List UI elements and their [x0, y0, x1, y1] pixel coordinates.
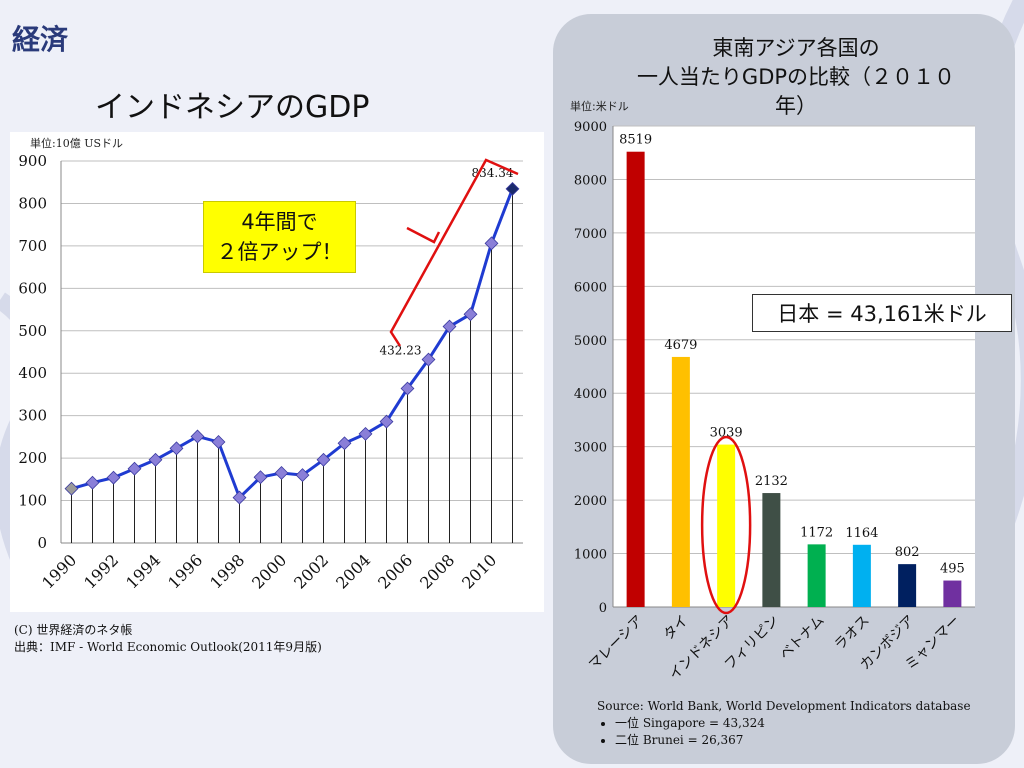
bar-value-label: 495 — [940, 562, 965, 577]
callout-line-2: ２倍アップ！ — [216, 240, 343, 264]
left-source-note: (C) 世界経済のネタ帳 出典：IMF - World Economic Out… — [14, 622, 322, 656]
japan-note-box: 日本 = 43,161米ドル — [752, 294, 1012, 332]
data-point-marker — [337, 436, 352, 451]
data-point-marker — [253, 470, 268, 485]
bar-value-label: 8519 — [619, 133, 652, 148]
bar-value-label: 802 — [895, 545, 920, 560]
data-point-marker — [505, 181, 520, 196]
y-tick-label: 100 — [18, 492, 47, 510]
bar-plot-area — [613, 126, 975, 607]
data-point-marker — [106, 470, 121, 485]
right-source-bullet-1: 一位 Singapore = 43,324 — [615, 715, 1007, 732]
data-point-marker — [379, 414, 394, 429]
right-source-list: 一位 Singapore = 43,324 二位 Brunei = 26,367 — [597, 715, 1007, 749]
bar-value-label: 4679 — [664, 338, 697, 353]
y-tick-label: 8000 — [574, 173, 607, 188]
callout-line-1: 4年間で — [241, 210, 318, 234]
y-tick-label: 0 — [37, 534, 47, 552]
data-label: 432.23 — [380, 344, 422, 358]
y-tick-label: 2000 — [574, 494, 607, 509]
bar-value-label: 2132 — [755, 474, 788, 489]
right-title-line-3: 年） — [775, 94, 817, 118]
data-point-marker — [190, 429, 205, 444]
y-tick-label: 400 — [18, 364, 47, 382]
data-point-marker — [421, 352, 436, 367]
y-tick-label: 300 — [18, 407, 47, 425]
highlight-ellipse — [700, 435, 752, 615]
bar — [807, 544, 826, 607]
data-point-marker — [64, 481, 79, 496]
data-point-marker — [127, 461, 142, 476]
bar-value-label: 1172 — [800, 525, 833, 540]
y-tick-label: 9000 — [574, 120, 607, 135]
data-point-marker — [148, 452, 163, 467]
right-source-line-1: Source: World Bank, World Development In… — [597, 699, 971, 713]
bar — [717, 444, 736, 607]
data-point-marker — [400, 381, 415, 396]
left-chart-unit: 単位:10億 USドル — [30, 137, 124, 150]
y-tick-label: 600 — [18, 279, 47, 297]
data-point-marker — [211, 435, 226, 449]
right-source-bullet-2: 二位 Brunei = 26,367 — [615, 732, 1007, 749]
category-label: マレーシア — [586, 613, 647, 674]
y-tick-label: 800 — [18, 194, 47, 212]
data-point-marker — [85, 475, 100, 490]
data-point-marker — [358, 426, 373, 441]
data-point-marker — [295, 468, 310, 483]
y-tick-label: 200 — [18, 449, 47, 467]
data-point-marker — [442, 319, 457, 334]
y-tick-label: 3000 — [574, 441, 607, 456]
data-point-marker — [274, 466, 289, 480]
data-point-marker — [232, 490, 247, 505]
bar — [852, 544, 871, 607]
red-bracket-notch — [406, 226, 441, 244]
y-tick-label: 700 — [18, 237, 47, 255]
y-tick-label: 4000 — [574, 387, 607, 402]
y-tick-label: 0 — [599, 601, 607, 616]
page-header-title: 経済 — [12, 23, 69, 56]
data-point-marker — [316, 452, 331, 467]
left-source-line-2: 出典：IMF - World Economic Outlook(2011年9月版… — [14, 640, 322, 654]
bar — [943, 580, 962, 607]
category-label: ベトナム — [777, 613, 828, 664]
right-chart-unit: 単位:米ドル — [570, 100, 629, 113]
right-source-note: Source: World Bank, World Development In… — [597, 698, 1007, 749]
data-point-marker — [484, 236, 499, 251]
right-title-line-1: 東南アジア各国の — [712, 36, 880, 60]
y-tick-label: 6000 — [574, 280, 607, 295]
right-title-line-2: 一人当たりGDPの比較（２０１０ — [636, 65, 956, 89]
gdp-series-line — [71, 188, 514, 501]
bar — [898, 564, 917, 607]
y-tick-label: 1000 — [574, 548, 607, 563]
y-tick-label: 500 — [18, 322, 47, 340]
right-chart-title: 東南アジア各国の 一人当たりGDPの比較（２０１０ 年） — [596, 34, 996, 121]
bar-value-label: 3039 — [710, 426, 743, 441]
bar — [762, 493, 781, 607]
y-tick-label: 7000 — [574, 227, 607, 242]
bar — [626, 151, 645, 607]
left-source-line-1: (C) 世界経済のネタ帳 — [14, 623, 133, 637]
left-chart-title: インドネシアのGDP — [95, 90, 370, 125]
bar — [671, 356, 690, 607]
category-label: タイ — [661, 613, 692, 644]
bar-value-label: 1164 — [845, 526, 878, 541]
data-point-marker — [169, 441, 184, 456]
data-point-marker — [463, 307, 478, 322]
red-bracket — [389, 158, 519, 347]
gdp-per-capita-bar-chart: 0 1000 2000 3000 4000 5000 6000 7000 8000 9000 851… — [574, 120, 975, 683]
y-tick-label: 900 — [18, 152, 47, 170]
growth-callout: 4年間で ２倍アップ！ — [203, 201, 356, 273]
y-tick-label: 5000 — [574, 334, 607, 349]
category-label: ラオス — [832, 613, 873, 654]
